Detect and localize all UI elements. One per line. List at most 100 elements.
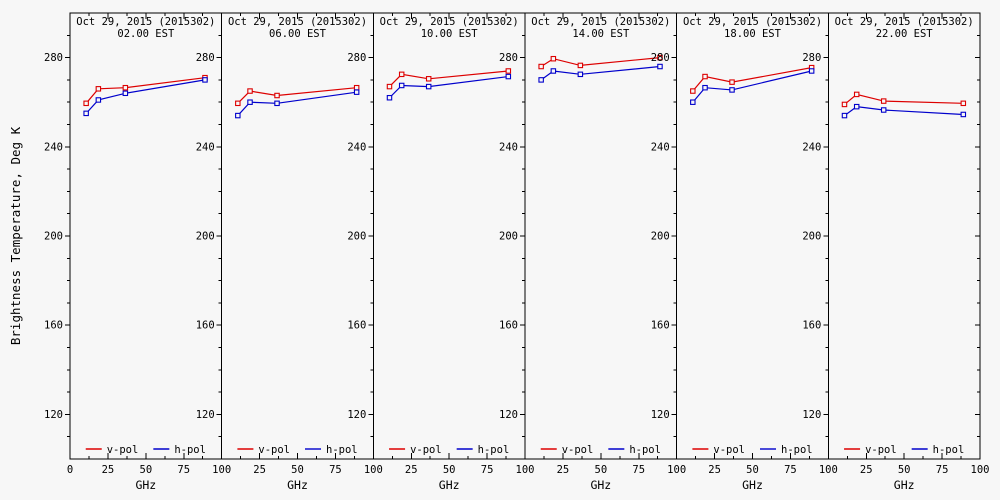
series-marker-v-pol <box>550 55 557 62</box>
y-tick-label: 240 <box>802 141 821 153</box>
series-marker-v-pol <box>505 68 512 74</box>
y-tick-label: 200 <box>802 231 821 243</box>
y-tick-label: 280 <box>347 52 366 64</box>
series-marker-v-pol <box>690 88 696 94</box>
panel-title: Oct 29, 2015 (2015302) <box>228 16 367 28</box>
x-tick-label: 100 <box>971 464 990 476</box>
y-tick-label: 160 <box>196 320 215 332</box>
series-marker-v-pol <box>702 73 708 80</box>
legend-label-h-pol: h-pol <box>478 444 510 456</box>
y-tick-label: 280 <box>499 52 518 64</box>
series-marker-v-pol <box>398 71 405 78</box>
legend-label-v-pol: v-pol <box>107 444 139 456</box>
series-marker-h-pol <box>729 87 735 93</box>
series-marker-h-pol <box>960 111 967 118</box>
legend-label-h-pol: h-pol <box>326 444 358 456</box>
series-marker-h-pol <box>853 103 860 110</box>
panel-subtitle: 02.00 EST <box>117 28 175 40</box>
y-tick-label: 240 <box>651 141 670 153</box>
x-tick-label: 50 <box>595 464 608 476</box>
legend-label-v-pol: v-pol <box>865 444 897 456</box>
series-marker-h-pol <box>808 68 815 74</box>
series-line-v-pol <box>389 70 509 88</box>
series-line-h-pol <box>540 65 661 81</box>
x-tick-label: 25 <box>557 464 570 476</box>
x-tick-label: 75 <box>329 464 342 476</box>
legend-label-v-pol: v-pol <box>562 444 594 456</box>
x-tick-label: 50 <box>746 464 759 476</box>
series-marker-v-pol <box>841 101 848 108</box>
panel-subtitle: 14.00 EST <box>572 28 630 40</box>
series-marker-h-pol <box>202 77 208 83</box>
series-marker-h-pol <box>274 100 280 107</box>
series-marker-h-pol <box>841 112 848 119</box>
series-line-v-pol <box>237 87 357 104</box>
x-tick-label: 75 <box>481 464 494 476</box>
series-marker-v-pol <box>386 83 393 90</box>
series-marker-h-pol <box>690 99 696 105</box>
series-marker-h-pol <box>353 89 360 95</box>
series-marker-v-pol <box>95 86 102 92</box>
y-tick-label: 120 <box>347 409 366 421</box>
legend-label-h-pol: h-pol <box>629 444 661 456</box>
y-tick-label: 120 <box>44 409 63 421</box>
y-tick-label: 240 <box>44 141 63 153</box>
x-tick-label: 75 <box>784 464 797 476</box>
series-line-h-pol <box>844 106 964 117</box>
x-tick-label: 25 <box>708 464 721 476</box>
panel-subtitle: 10.00 EST <box>421 28 479 40</box>
series-marker-h-pol <box>505 73 512 80</box>
legend-label-h-pol: h-pol <box>174 444 206 456</box>
legend-label-h-pol: h-pol <box>781 444 813 456</box>
y-tick-label: 200 <box>651 231 670 243</box>
series-marker-v-pol <box>577 62 584 69</box>
series-marker-v-pol <box>235 100 241 107</box>
panel-title: Oct 29, 2015 (2015302) <box>683 16 822 28</box>
y-tick-label: 280 <box>44 52 63 64</box>
series-marker-v-pol <box>538 63 544 70</box>
x-tick-label: 75 <box>632 464 645 476</box>
series-marker-v-pol <box>853 91 860 98</box>
x-tick-label: 75 <box>936 464 949 476</box>
panel-2200: 120 160 200 240 280 25 50 75 100 GHz Oct 29, 2015 … <box>802 12 990 492</box>
x-tick-label: 50 <box>443 464 456 476</box>
series-line-h-pol <box>389 75 509 99</box>
series-marker-v-pol <box>960 100 967 107</box>
y-tick-label: 200 <box>44 231 63 243</box>
series-line-v-pol <box>85 77 206 104</box>
series-marker-v-pol <box>729 79 735 85</box>
series-marker-h-pol <box>95 97 102 103</box>
x-axis-title: GHz <box>287 478 308 492</box>
series-marker-h-pol <box>235 112 241 119</box>
x-axis-title: GHz <box>439 478 460 492</box>
x-tick-label: 50 <box>291 464 304 476</box>
series-line-h-pol <box>85 79 206 114</box>
x-tick-label: 50 <box>898 464 911 476</box>
series-line-v-pol <box>844 93 964 105</box>
y-tick-label: 200 <box>499 231 518 243</box>
series-marker-h-pol <box>550 68 557 74</box>
y-tick-label: 160 <box>44 320 63 332</box>
x-tick-label: 100 <box>212 464 231 476</box>
series-marker-h-pol <box>702 84 708 91</box>
y-tick-label: 280 <box>651 52 670 64</box>
x-axis-title: GHz <box>742 478 763 492</box>
y-tick-label: 200 <box>347 231 366 243</box>
panel-title: Oct 29, 2015 (2015302) <box>76 16 215 28</box>
panel-title: Oct 29, 2015 (2015302) <box>835 16 974 28</box>
legend-label-v-pol: v-pol <box>258 444 290 456</box>
y-tick-label: 160 <box>499 320 518 332</box>
series-line-h-pol <box>692 70 812 103</box>
series-marker-h-pol <box>577 71 584 78</box>
x-tick-label: 100 <box>516 464 535 476</box>
legend-label-v-pol: v-pol <box>713 444 745 456</box>
panel-subtitle: 18.00 EST <box>724 28 782 40</box>
y-tick-label: 120 <box>651 409 670 421</box>
x-tick-label: 0 <box>67 464 73 476</box>
series-line-v-pol <box>692 67 812 92</box>
y-tick-label: 200 <box>196 231 215 243</box>
panel-frame <box>827 12 981 460</box>
panel-subtitle: 22.00 EST <box>876 28 934 40</box>
y-tick-label: 240 <box>347 141 366 153</box>
